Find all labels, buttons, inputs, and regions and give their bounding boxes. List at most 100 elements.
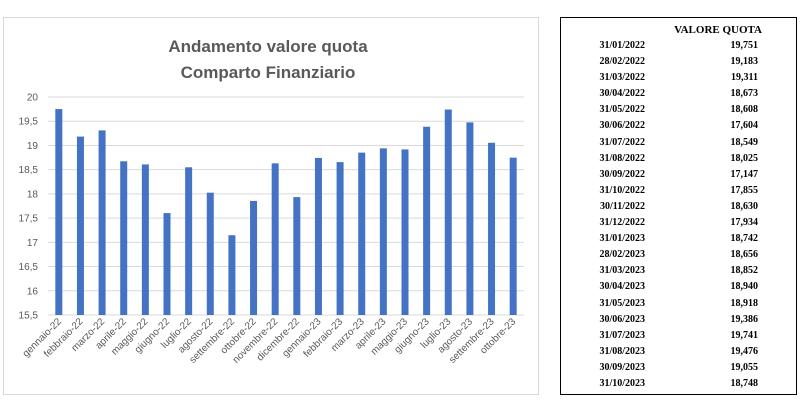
table-cell-value: 19,476 <box>730 345 759 357</box>
table-cell-value: 18,656 <box>730 249 759 261</box>
table-row: 31/07/2023 19,741 <box>561 328 796 344</box>
table-cell-date: 30/09/2023 <box>599 361 645 373</box>
y-tick-label: 16 <box>27 286 39 297</box>
table-cell-value: 18,630 <box>730 200 759 212</box>
table-row: 31/01/2022 19,751 <box>561 38 796 54</box>
table-cell-date: 31/03/2022 <box>599 72 645 84</box>
table-cell-date: 30/04/2022 <box>599 88 645 100</box>
bar-agosto-23 <box>466 122 474 315</box>
table-cell-date: 30/06/2023 <box>599 313 645 325</box>
bar-luglio-23 <box>444 109 452 315</box>
bar-maggio-23 <box>401 149 409 315</box>
bars <box>55 109 517 315</box>
bar-aprile-22 <box>120 161 128 315</box>
table-cell-value: 18,748 <box>730 377 759 389</box>
table-cell-value: 19,311 <box>731 72 758 84</box>
bar-marzo-23 <box>358 152 366 315</box>
table-row: 31/08/2022 18,025 <box>561 151 796 167</box>
table-row: 30/06/2023 19,386 <box>561 312 796 328</box>
table-cell-date: 31/01/2022 <box>599 40 645 51</box>
table-row: 30/09/2022 17,147 <box>561 167 796 183</box>
table-cell-date: 30/04/2023 <box>599 281 645 293</box>
table-row: 31/05/2023 18,918 <box>561 296 796 312</box>
table-cell-value: 18,918 <box>730 297 759 309</box>
bar-giugno-23 <box>423 126 431 315</box>
bar-febbraio-23 <box>336 162 344 315</box>
table-cell-date: 30/11/2022 <box>599 200 645 212</box>
table-row: 31/10/2023 18,748 <box>561 376 796 392</box>
y-tick-label: 17 <box>27 238 39 249</box>
chart-panel: Andamento valore quota Comparto Finanzia… <box>3 17 539 395</box>
table-cell-value: 18,742 <box>730 233 759 245</box>
table-cell-value: 18,673 <box>730 88 759 100</box>
table-cell-date: 31/10/2022 <box>599 184 645 196</box>
table-cell-value: 17,147 <box>730 168 759 180</box>
bar-febbraio-22 <box>76 136 84 315</box>
y-tick-label: 17,5 <box>19 214 39 225</box>
bar-aprile-23 <box>379 148 387 315</box>
chart-title-line-2: Comparto Finanziario <box>181 63 356 82</box>
table-cell-date: 31/07/2022 <box>599 136 645 148</box>
bar-settembre-22 <box>228 235 236 315</box>
table-cell-value: 18,608 <box>730 104 759 116</box>
y-tick-label: 20 <box>27 93 39 104</box>
table-cell-value: 17,855 <box>730 184 759 196</box>
table-body: 31/01/2022 19,751 28/02/2022 19,183 31/03/20… <box>561 38 796 392</box>
bar-giugno-22 <box>163 213 171 315</box>
y-tick-label: 18 <box>27 189 39 200</box>
bar-maggio-22 <box>141 164 149 315</box>
table-row: 28/02/2023 18,656 <box>561 247 796 263</box>
table-row: 31/08/2023 19,476 <box>561 344 796 360</box>
bar-ottobre-22 <box>250 200 258 315</box>
table-cell-date: 31/07/2023 <box>599 329 645 341</box>
table-row: 30/04/2023 18,940 <box>561 279 796 295</box>
table-cell-date: 31/08/2023 <box>599 345 645 357</box>
table-cell-value: 19,055 <box>730 361 759 373</box>
table-row: 30/04/2022 18,673 <box>561 86 796 102</box>
bar-agosto-22 <box>206 192 214 315</box>
table-cell-value: 19,386 <box>730 313 759 325</box>
table-cell-date: 31/10/2023 <box>599 377 645 389</box>
y-axis-ticks: 15,5 16 16,5 17 17,5 18 18,5 19 19,5 20 <box>19 93 39 322</box>
table-row: 31/01/2023 18,742 <box>561 231 796 247</box>
quota-table: VALORE QUOTA 31/01/2022 19,751 28/02/2022 1… <box>561 18 796 392</box>
table-header: VALORE QUOTA <box>674 24 762 36</box>
table-row: 31/03/2023 18,852 <box>561 263 796 279</box>
table-row: 30/11/2022 18,630 <box>561 199 796 215</box>
y-tick-label: 16,5 <box>19 262 39 273</box>
table-cell-value: 18,940 <box>730 281 759 293</box>
y-tick-label: 19 <box>27 141 39 152</box>
table-cell-date: 31/01/2023 <box>599 233 645 245</box>
table-cell-date: 31/05/2022 <box>599 104 645 116</box>
x-axis-ticks: gennaio-22febbraio-22marzo-22aprile-22ma… <box>21 316 519 366</box>
quota-table-panel: VALORE QUOTA 31/01/2022 19,751 28/02/2022 1… <box>560 17 797 395</box>
table-cell-date: 30/06/2022 <box>599 120 645 132</box>
table-row: 30/06/2022 17,604 <box>561 118 796 134</box>
table-row: 31/12/2022 17,934 <box>561 215 796 231</box>
bar-ottobre-23 <box>509 157 517 315</box>
y-tick-label: 15,5 <box>19 311 39 322</box>
table-cell-value: 18,549 <box>730 136 759 148</box>
table-row: 31/03/2022 19,311 <box>561 70 796 86</box>
table-cell-value: 19,751 <box>730 40 759 51</box>
y-tick-label: 19,5 <box>19 117 39 128</box>
y-tick-label: 18,5 <box>19 165 39 176</box>
table-cell-value: 17,604 <box>730 120 759 132</box>
table-header-row: VALORE QUOTA <box>561 18 796 38</box>
table-cell-value: 19,741 <box>730 329 759 341</box>
bar-gennaio-23 <box>314 157 322 315</box>
bar-settembre-23 <box>488 142 496 315</box>
table-cell-date: 31/08/2022 <box>599 152 645 164</box>
bar-novembre-22 <box>271 163 279 315</box>
bar-luglio-22 <box>185 167 193 315</box>
table-cell-value: 17,934 <box>730 217 759 229</box>
table-cell-date: 30/09/2022 <box>599 168 645 180</box>
table-row: 30/09/2023 19,055 <box>561 360 796 376</box>
table-cell-date: 31/05/2023 <box>599 297 645 309</box>
table-row: 31/05/2022 18,608 <box>561 102 796 118</box>
bar-gennaio-22 <box>55 109 63 315</box>
table-cell-date: 28/02/2022 <box>599 56 645 68</box>
bar-chart: Andamento valore quota Comparto Finanzia… <box>19 37 524 366</box>
table-cell-value: 19,183 <box>730 56 759 68</box>
table-row: 31/10/2022 17,855 <box>561 183 796 199</box>
